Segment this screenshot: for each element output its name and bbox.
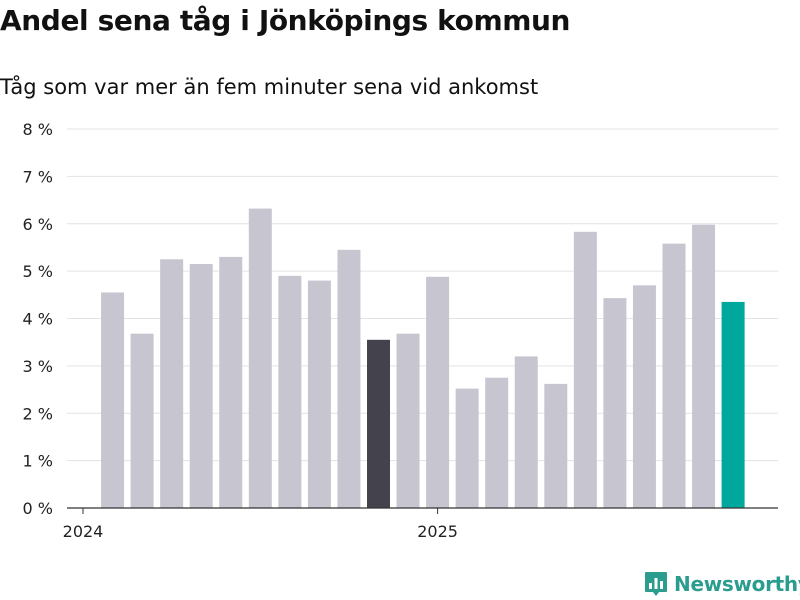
y-tick-label: 7 %	[23, 167, 53, 186]
chart-subtitle: Tåg som var mer än fem minuter sena vid …	[0, 75, 539, 99]
bar-chart-logo-icon	[645, 572, 667, 596]
bar-2024-05	[189, 264, 213, 508]
bar-2025-01	[426, 276, 450, 508]
bar-2024-07	[248, 208, 272, 508]
y-tick-label: 5 %	[23, 262, 53, 281]
bar-2025-10	[692, 224, 716, 508]
bar-2024-09	[307, 280, 331, 508]
x-tick-label: 2025	[417, 522, 458, 541]
y-tick-label: 8 %	[23, 120, 53, 139]
bar-2025-05	[544, 383, 568, 508]
bars	[101, 208, 745, 508]
y-tick-label: 3 %	[23, 357, 53, 376]
bar-2025-06	[573, 231, 597, 508]
bar-2025-08	[632, 285, 656, 508]
bar-2025-09	[662, 243, 686, 508]
bar-2025-02	[455, 388, 479, 508]
bar-2024-10	[337, 249, 361, 508]
bar-2024-08	[278, 275, 302, 508]
bar-2024-02	[101, 292, 125, 508]
bar-2024-11	[367, 339, 390, 508]
y-tick-label: 0 %	[23, 499, 53, 518]
grid-lines	[67, 128, 778, 462]
bar-2024-12	[396, 333, 420, 508]
y-tick-label: 6 %	[23, 215, 53, 234]
page-title: Andel sena tåg i Jönköpings kommun	[0, 4, 571, 37]
y-tick-label: 4 %	[23, 310, 53, 329]
bar-2024-06	[219, 256, 243, 508]
x-axis-ticks: 2024 2025	[63, 508, 458, 541]
y-tick-label: 2 %	[23, 404, 53, 423]
x-tick-label: 2024	[63, 522, 104, 541]
bar-2025-07	[603, 298, 627, 508]
newsworthy-brand[interactable]: Newsworthy	[644, 568, 800, 600]
y-tick-label: 1 %	[23, 452, 53, 471]
brand-name: Newsworthy	[674, 572, 800, 596]
bar-2025-03	[485, 377, 509, 508]
bar-2024-04	[160, 259, 184, 508]
bar-2025-11	[721, 301, 745, 508]
y-axis-tick-labels: 0 % 1 % 2 % 3 % 4 % 5 % 6 % 7 % 8 %	[23, 120, 53, 518]
bar-2025-04	[514, 356, 538, 508]
bar-2024-03	[130, 333, 154, 508]
